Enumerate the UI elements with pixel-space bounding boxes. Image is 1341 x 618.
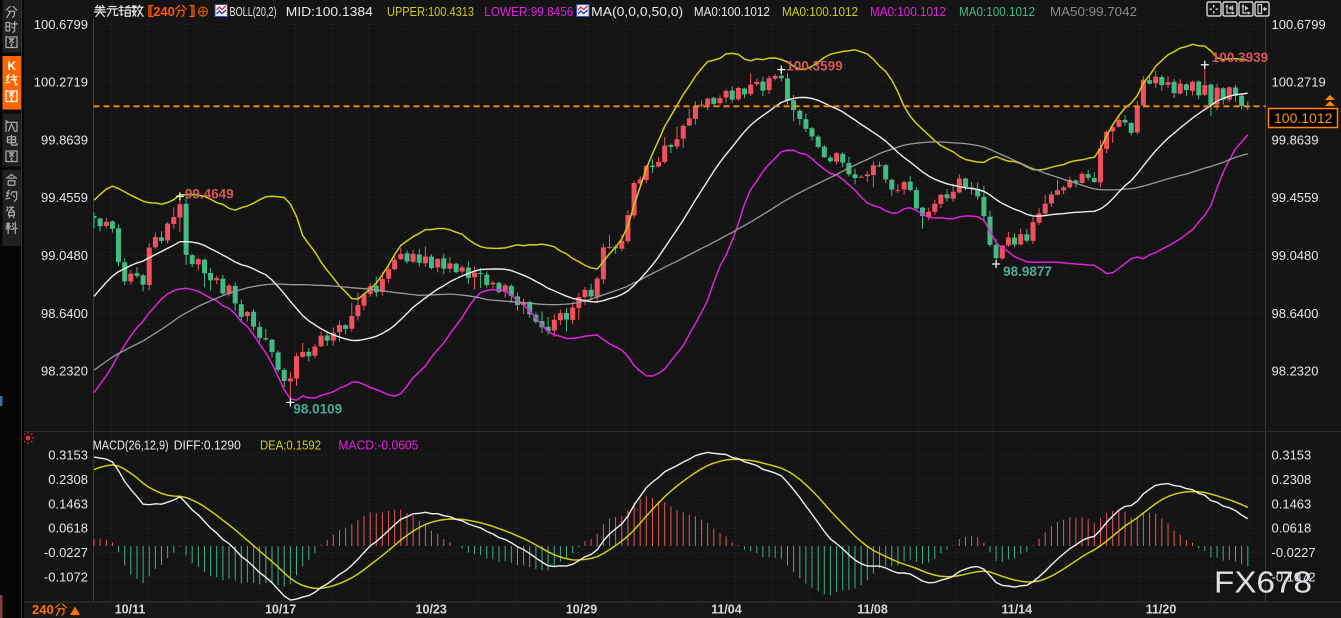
svg-text:0.0618: 0.0618 (1272, 521, 1312, 536)
svg-text:100.2719: 100.2719 (34, 75, 88, 90)
svg-text:-0.1072: -0.1072 (1272, 570, 1316, 585)
svg-text:100.3599: 100.3599 (786, 59, 842, 74)
svg-text:99.4559: 99.4559 (1272, 190, 1319, 205)
svg-text:MA(0,0,0,50,0): MA(0,0,0,50,0) (591, 5, 683, 19)
svg-text:FX678: FX678 (1214, 566, 1312, 600)
svg-text:0.2308: 0.2308 (48, 472, 88, 487)
svg-text:MA0:100.1012: MA0:100.1012 (782, 5, 858, 19)
svg-text:DEA:0.1592: DEA:0.1592 (260, 439, 321, 453)
svg-text:11/14: 11/14 (1002, 603, 1033, 617)
svg-text:MA0:100.1012: MA0:100.1012 (959, 5, 1035, 19)
svg-text:BOLL(20,2): BOLL(20,2) (230, 5, 277, 19)
svg-text:10/17: 10/17 (265, 603, 296, 617)
svg-text:100.3939: 100.3939 (1212, 50, 1268, 65)
svg-text:98.6400: 98.6400 (41, 306, 88, 321)
svg-text:MA0:100.1012: MA0:100.1012 (694, 5, 770, 19)
svg-text:MACD(26,12,9): MACD(26,12,9) (93, 439, 169, 453)
svg-text:MID:100.1384: MID:100.1384 (286, 5, 373, 19)
svg-text:-0.0227: -0.0227 (44, 545, 88, 560)
svg-text:11/04: 11/04 (711, 603, 742, 617)
svg-text:100.1012: 100.1012 (1274, 110, 1333, 126)
svg-text:LOWER:99.8456: LOWER:99.8456 (484, 5, 573, 19)
svg-text:99.0480: 99.0480 (1272, 248, 1319, 263)
svg-text:99.4559: 99.4559 (41, 190, 88, 205)
svg-text:99.4649: 99.4649 (185, 186, 234, 201)
svg-text:11/08: 11/08 (857, 603, 888, 617)
svg-text:MA0:100.1012: MA0:100.1012 (870, 5, 946, 19)
svg-text:DIFF:0.1290: DIFF:0.1290 (174, 439, 241, 453)
svg-text:100.2719: 100.2719 (1272, 75, 1326, 90)
svg-text:98.2320: 98.2320 (1272, 364, 1319, 379)
svg-text:0.2308: 0.2308 (1272, 472, 1312, 487)
svg-text:0.1463: 0.1463 (48, 496, 88, 511)
svg-text:98.2320: 98.2320 (41, 364, 88, 379)
svg-text:10/29: 10/29 (566, 603, 597, 617)
svg-text:0.0618: 0.0618 (48, 521, 88, 536)
svg-text:K: K (7, 59, 16, 73)
svg-text:100.6799: 100.6799 (34, 17, 88, 32)
svg-text:99.0480: 99.0480 (41, 248, 88, 263)
svg-text:99.8639: 99.8639 (1272, 132, 1319, 147)
svg-text:0.1463: 0.1463 (1272, 496, 1312, 511)
svg-text:240: 240 (32, 602, 54, 617)
svg-text:10/23: 10/23 (416, 603, 447, 617)
svg-text:240: 240 (153, 4, 175, 19)
svg-text:MA50:99.7042: MA50:99.7042 (1050, 5, 1137, 19)
svg-text:0.3153: 0.3153 (1272, 448, 1312, 463)
svg-text:98.9877: 98.9877 (1003, 264, 1052, 279)
svg-text:11/20: 11/20 (1146, 603, 1177, 617)
svg-text:98.0109: 98.0109 (293, 401, 342, 416)
svg-text:100.6799: 100.6799 (1272, 17, 1326, 32)
svg-text:-0.1072: -0.1072 (44, 570, 88, 585)
svg-text:0.3153: 0.3153 (48, 448, 88, 463)
svg-text:98.6400: 98.6400 (1272, 306, 1319, 321)
svg-text:10/11: 10/11 (115, 603, 146, 617)
svg-text:MACD:-0.0605: MACD:-0.0605 (338, 439, 418, 453)
svg-text:99.8639: 99.8639 (41, 132, 88, 147)
svg-text:UPPER:100.4313: UPPER:100.4313 (387, 5, 474, 19)
svg-text:-0.0227: -0.0227 (1272, 545, 1316, 560)
